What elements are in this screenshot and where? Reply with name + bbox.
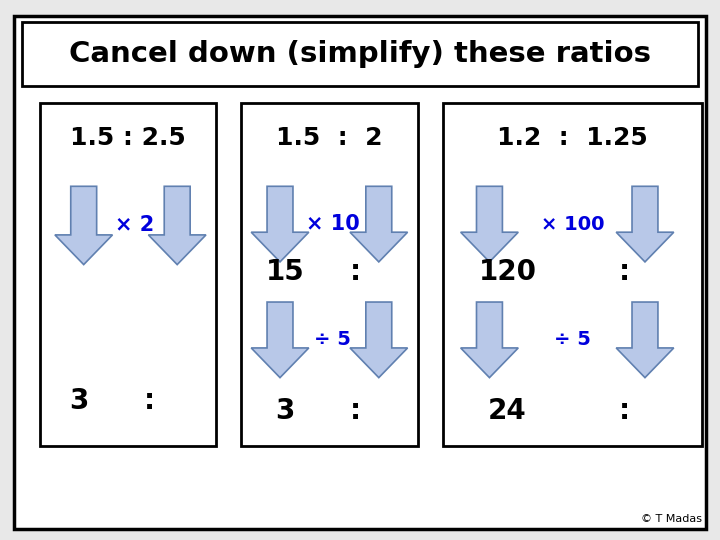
- Text: :: :: [618, 258, 630, 286]
- Text: Cancel down (simplify) these ratios: Cancel down (simplify) these ratios: [69, 40, 651, 68]
- Polygon shape: [461, 302, 518, 377]
- Text: 1.5 : 2.5: 1.5 : 2.5: [70, 126, 186, 150]
- Polygon shape: [251, 302, 309, 377]
- Text: × 2: × 2: [115, 215, 155, 235]
- Text: ÷ 5: ÷ 5: [554, 330, 591, 349]
- Text: 15: 15: [266, 258, 305, 286]
- Polygon shape: [55, 186, 112, 265]
- Polygon shape: [461, 186, 518, 262]
- Polygon shape: [616, 186, 674, 262]
- Polygon shape: [148, 186, 206, 265]
- FancyBboxPatch shape: [14, 16, 706, 529]
- FancyBboxPatch shape: [241, 103, 418, 446]
- Text: :: :: [143, 387, 155, 415]
- Text: 3: 3: [68, 387, 88, 415]
- Text: 1.2  :  1.25: 1.2 : 1.25: [497, 126, 648, 150]
- FancyBboxPatch shape: [40, 103, 216, 446]
- Text: :: :: [351, 397, 361, 425]
- Text: 1.5  :  2: 1.5 : 2: [276, 126, 382, 150]
- Text: 3: 3: [276, 397, 295, 425]
- Text: ÷ 5: ÷ 5: [315, 330, 351, 349]
- Text: 120: 120: [479, 258, 536, 286]
- Text: × 100: × 100: [541, 214, 604, 234]
- Text: 24: 24: [488, 397, 527, 425]
- Text: × 10: × 10: [306, 214, 360, 234]
- Polygon shape: [616, 302, 674, 377]
- Polygon shape: [350, 186, 408, 262]
- Text: :: :: [351, 258, 361, 286]
- Polygon shape: [350, 302, 408, 377]
- Polygon shape: [251, 186, 309, 262]
- FancyBboxPatch shape: [443, 103, 702, 446]
- Text: :: :: [618, 397, 630, 425]
- FancyBboxPatch shape: [22, 22, 698, 86]
- Text: © T Madas: © T Madas: [641, 514, 702, 524]
